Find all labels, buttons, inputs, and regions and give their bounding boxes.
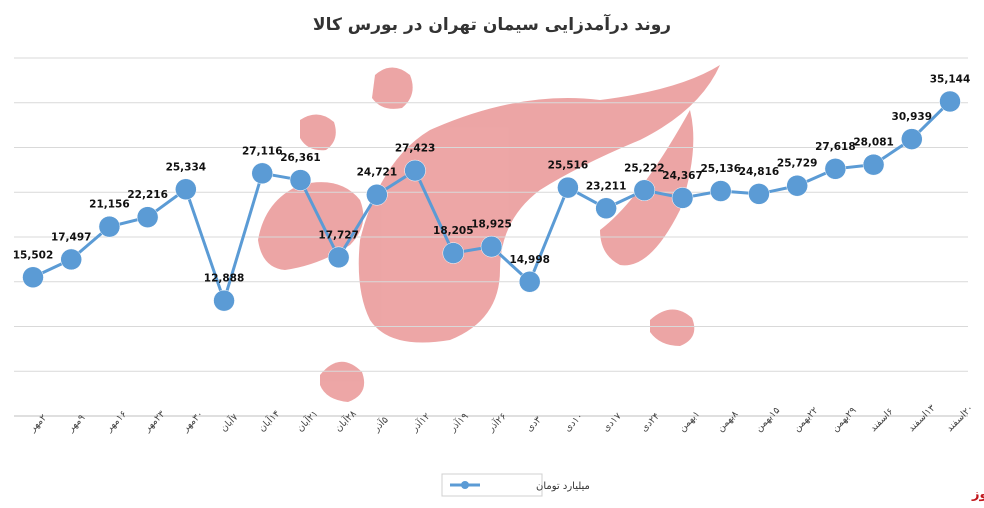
data-point	[60, 248, 82, 271]
x-tick-label: ۱۴آبان	[255, 407, 282, 434]
x-tick-label: ۸بهمن	[715, 409, 740, 434]
x-tick-label: ۲۶آذر	[484, 410, 509, 435]
x-tick-label: ۱۶مهر	[103, 409, 129, 435]
legend: میلیارد تومان	[441, 473, 590, 497]
x-tick-label: ۲۴دی	[639, 411, 662, 434]
data-point	[480, 235, 503, 258]
data-point	[518, 271, 541, 293]
data-label: 35,144	[930, 73, 971, 85]
data-point	[824, 158, 847, 180]
data-point	[748, 183, 770, 205]
data-label: 25,516	[548, 160, 589, 172]
data-label: 30,939	[892, 111, 933, 123]
legend-marker-swatch	[461, 481, 469, 489]
data-point	[289, 169, 312, 191]
data-label: 25,334	[166, 161, 207, 173]
data-label: 26,361	[280, 152, 321, 164]
data-label: 27,618	[815, 141, 856, 153]
data-label: 24,367	[662, 170, 703, 182]
data-point	[862, 153, 885, 176]
x-tick-label: ۶اسفند	[868, 406, 896, 434]
x-tick-label: ۱۹آذر	[446, 410, 471, 435]
x-tick-label: ۱۳اسفند	[906, 403, 937, 434]
data-label: 24,721	[357, 167, 398, 179]
brand-label: بورس نیوز	[971, 487, 984, 502]
x-tick-label: ۲۹بهمن	[830, 405, 859, 434]
data-point	[98, 215, 121, 238]
data-point	[366, 183, 388, 206]
data-point	[404, 159, 426, 182]
data-point	[327, 246, 350, 269]
data-label: 18,925	[471, 219, 512, 231]
data-point	[633, 179, 656, 202]
data-label: 18,205	[433, 225, 474, 237]
data-point	[939, 90, 961, 113]
data-label: 25,222	[624, 162, 665, 174]
data-label: 21,156	[89, 199, 130, 211]
x-tick-label: ۲۳مهر	[141, 409, 167, 435]
data-point	[442, 242, 465, 264]
x-tick-label: ۲۱آبان	[293, 407, 320, 434]
data-label: 27,116	[242, 145, 283, 157]
x-axis-labels: ۲مهر ۹مهر ۱۶مهر ۲۳مهر ۳۰مهر ۷آبان ۱۴آبان ۲۱آبان…	[27, 403, 976, 435]
gridlines	[14, 57, 968, 417]
data-point	[710, 180, 732, 202]
x-tick-label: ۱بهمن	[677, 409, 702, 434]
data-label: 24,816	[739, 166, 780, 178]
chart-title: روند درآمدزایی سیمان تهران در بورس کالا	[313, 13, 671, 35]
data-point	[175, 178, 197, 201]
x-tick-label: ۲۰اسفند	[944, 403, 975, 434]
data-label: 14,998	[509, 254, 550, 266]
x-tick-label: ۲۲بهمن	[792, 405, 821, 434]
data-label: 23,211	[586, 180, 627, 192]
data-point	[671, 187, 694, 209]
data-label: 22,216	[127, 189, 168, 201]
data-label: 15,502	[13, 249, 54, 261]
data-label: 25,136	[700, 163, 741, 175]
x-tick-label: ۳۰مهر	[179, 409, 205, 435]
data-point	[786, 174, 808, 197]
data-label: 28,081	[853, 137, 894, 149]
data-label: 17,727	[318, 229, 359, 241]
data-label: 27,423	[395, 143, 436, 155]
data-point	[213, 289, 235, 312]
x-tick-label: ۱۷دی	[600, 411, 623, 434]
x-tick-label: ۲۸آبان	[332, 407, 359, 434]
data-point	[136, 206, 159, 228]
data-label: 17,497	[51, 231, 92, 243]
x-tick-label: ۱۵بهمن	[753, 405, 782, 434]
x-tick-label: ۷آبان	[217, 411, 241, 435]
data-point	[22, 266, 44, 289]
legend-box	[441, 473, 543, 497]
data-point	[557, 176, 579, 199]
legend-label: میلیارد تومان	[536, 481, 590, 492]
x-tick-label: ۱۰دی	[562, 411, 585, 434]
data-point	[251, 162, 273, 185]
data-point	[901, 128, 923, 150]
x-tick-label: ۳دی	[524, 414, 544, 434]
data-label: 25,729	[777, 158, 818, 170]
series-markers	[22, 90, 961, 312]
data-label: 12,888	[204, 273, 245, 285]
x-tick-label: ۱۲آذر	[407, 410, 432, 435]
data-point	[595, 197, 617, 220]
